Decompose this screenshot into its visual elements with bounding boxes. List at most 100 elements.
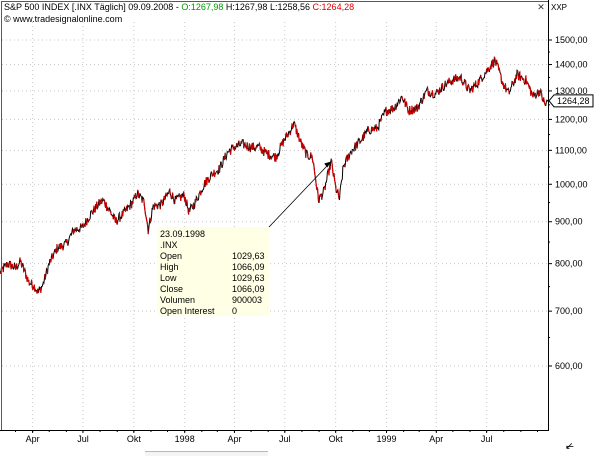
down-move [54, 248, 56, 252]
down-move [116, 222, 118, 225]
down-move [311, 154, 314, 160]
down-move [87, 219, 90, 222]
down-move [493, 56, 496, 59]
down-move [39, 286, 42, 293]
tooltip-label: Volumen [160, 295, 196, 305]
down-move [102, 198, 104, 201]
down-move [404, 98, 406, 107]
down-move [474, 80, 477, 87]
move-arrow-icon[interactable]: ↙̶ [565, 441, 574, 452]
down-move [37, 288, 39, 294]
down-move [144, 214, 147, 217]
time-scrollbar[interactable] [145, 451, 268, 456]
down-move [42, 282, 45, 285]
down-move [114, 219, 117, 223]
down-move [218, 164, 221, 173]
down-move [143, 205, 146, 210]
down-move [153, 205, 155, 210]
down-move [422, 93, 425, 100]
down-move [473, 83, 476, 86]
tooltip-label: High [160, 262, 179, 272]
scale-label: XXP [551, 3, 567, 12]
down-move [367, 126, 370, 132]
down-move [372, 126, 374, 131]
down-move [61, 246, 64, 251]
high-label: H: [225, 2, 235, 12]
x-tick-label: Jul [481, 434, 493, 444]
down-move [331, 160, 333, 167]
down-move [306, 150, 309, 153]
down-move [33, 284, 36, 292]
down-move [497, 64, 500, 71]
down-move [498, 68, 501, 73]
down-move [163, 195, 166, 201]
down-move [158, 202, 161, 206]
down-move [401, 96, 404, 100]
down-move [431, 90, 434, 98]
down-move [160, 199, 163, 202]
down-move [93, 205, 96, 212]
down-move [170, 195, 173, 199]
down-move [388, 109, 391, 113]
down-move [436, 88, 438, 93]
down-move [499, 73, 502, 76]
down-move [25, 275, 28, 282]
down-move [187, 208, 190, 215]
low-label: L: [269, 2, 278, 12]
y-tick-label: 1200,00 [555, 114, 588, 124]
down-move [495, 59, 498, 64]
down-move [418, 104, 420, 110]
down-move [259, 145, 262, 151]
down-move [331, 166, 334, 173]
down-move [196, 197, 199, 201]
x-tick-label: Jul [77, 434, 89, 444]
down-move [56, 244, 59, 253]
down-move [184, 197, 187, 205]
down-move [126, 205, 128, 212]
down-move [0, 270, 2, 275]
high-value: 1267,98 [234, 2, 268, 12]
down-move [543, 100, 546, 104]
tooltip-row: Close 1066,09 [160, 284, 268, 295]
down-move [398, 99, 401, 103]
close-icon[interactable]: ✕ [537, 2, 545, 12]
down-move [540, 91, 543, 97]
tooltip-date: 23.09.1998 [160, 229, 206, 239]
down-move [497, 63, 499, 66]
down-move [494, 58, 497, 63]
tooltip-pointer-arrow [324, 161, 332, 168]
down-move [416, 103, 419, 112]
down-move [413, 107, 415, 114]
down-move [458, 76, 461, 81]
down-move [306, 152, 309, 158]
tooltip-row: Volumen 900003 [160, 295, 268, 306]
down-move [315, 185, 318, 191]
down-move [143, 199, 145, 206]
down-move [461, 83, 464, 86]
down-move [465, 80, 467, 88]
down-move [529, 86, 531, 89]
down-move [91, 210, 93, 214]
down-move [59, 243, 62, 250]
down-move [247, 148, 249, 151]
down-move [270, 156, 273, 160]
y-tick-label: 1000,00 [555, 179, 588, 189]
down-move [6, 261, 8, 268]
down-move [486, 68, 488, 73]
tooltip-value: 1029,63 [232, 251, 265, 261]
down-move [333, 173, 336, 180]
down-move [122, 209, 125, 212]
x-tick-label: Apr [429, 434, 443, 444]
down-move [289, 130, 291, 136]
down-move [146, 221, 149, 226]
down-move [73, 228, 76, 233]
down-move [105, 202, 108, 211]
down-move [131, 201, 134, 205]
down-move [145, 216, 148, 220]
down-move [212, 173, 215, 176]
down-move [346, 155, 348, 162]
down-move [534, 92, 537, 99]
current-value-label: 1264,28 [557, 96, 590, 106]
